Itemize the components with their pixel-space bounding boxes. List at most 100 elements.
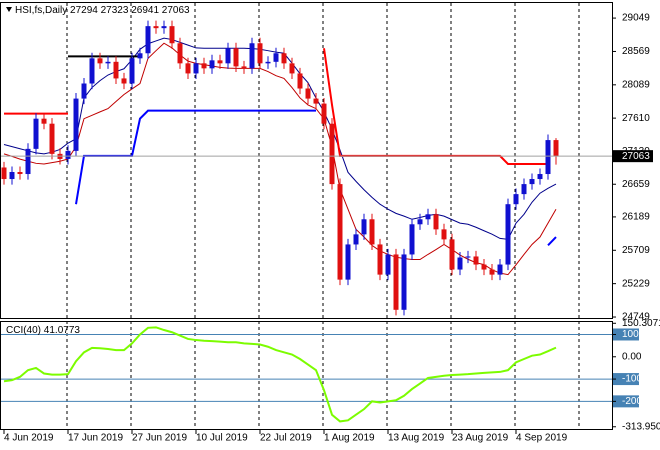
chart-title: HSI,fs,Daily 27294 27323 26941 27063 bbox=[15, 5, 190, 16]
candle-body bbox=[377, 244, 383, 275]
candle-body bbox=[433, 214, 439, 230]
candle-body bbox=[209, 60, 215, 69]
candle-body bbox=[65, 150, 71, 159]
candle-body bbox=[321, 103, 327, 124]
y-tick-label: 26189 bbox=[622, 212, 650, 223]
candle-body bbox=[89, 58, 95, 84]
candle-body bbox=[33, 118, 39, 149]
last-price-label: 27063 bbox=[622, 151, 650, 162]
candle-body bbox=[49, 123, 55, 154]
candle-body bbox=[393, 254, 399, 310]
candle-body bbox=[297, 73, 303, 89]
x-tick-label: 10 Jul 2019 bbox=[196, 433, 248, 444]
y-tick-label: -100 bbox=[622, 374, 642, 385]
candle-body bbox=[409, 224, 415, 255]
candle-body bbox=[361, 219, 367, 235]
candle-body bbox=[201, 63, 207, 69]
overlay-line bbox=[3, 37, 557, 240]
candle-body bbox=[81, 83, 87, 99]
title-part: 27063 bbox=[162, 5, 190, 16]
candle-body bbox=[193, 63, 199, 74]
y-tick-label: 150.3071 bbox=[622, 318, 660, 329]
y-tick-label: 25229 bbox=[622, 278, 650, 289]
cci-name: CCI(40) bbox=[6, 325, 41, 336]
candle-body bbox=[425, 214, 431, 220]
candle-body bbox=[401, 254, 407, 310]
cci-frame bbox=[0, 321, 613, 430]
last-price-tag bbox=[613, 150, 653, 163]
candle-body bbox=[113, 61, 119, 79]
x-tick-label: 22 Jul 2019 bbox=[260, 433, 312, 444]
y-tick-label: 25709 bbox=[622, 245, 650, 256]
y-tick-label: -313.950 bbox=[622, 421, 660, 432]
candle-body bbox=[473, 256, 479, 265]
x-tick-label: 27 Jun 2019 bbox=[132, 433, 187, 444]
y-tick-label: 26659 bbox=[622, 179, 650, 190]
candle-body bbox=[41, 118, 47, 124]
candle-body bbox=[305, 88, 311, 99]
x-tick-label: 13 Aug 2019 bbox=[388, 433, 445, 444]
y-tick-label: 28569 bbox=[622, 46, 650, 57]
candle-body bbox=[121, 78, 127, 84]
candle-body bbox=[25, 148, 31, 175]
x-tick-label: 4 Jun 2019 bbox=[4, 433, 54, 444]
candle-body bbox=[177, 43, 183, 64]
candle-body bbox=[17, 172, 23, 175]
candle-body bbox=[353, 234, 359, 245]
candle-body bbox=[153, 26, 159, 29]
candle-body bbox=[129, 58, 135, 84]
candle-body bbox=[233, 48, 239, 67]
candle-body bbox=[369, 219, 375, 245]
candle-body bbox=[481, 264, 487, 270]
candle-body bbox=[217, 60, 223, 64]
candle-body bbox=[73, 98, 79, 151]
candle-body bbox=[513, 194, 519, 205]
candle-body bbox=[161, 26, 167, 29]
main-frame bbox=[0, 2, 613, 319]
cci-value: 41.0773 bbox=[44, 325, 81, 336]
candle-body bbox=[1, 167, 7, 180]
title-part: 26941 bbox=[131, 5, 159, 16]
candle-body bbox=[97, 58, 103, 64]
candle-body bbox=[521, 184, 527, 195]
y-tick-label: -200 bbox=[622, 396, 642, 407]
x-tick-label: 1 Aug 2019 bbox=[324, 433, 375, 444]
candle-body bbox=[9, 172, 15, 180]
candle-body bbox=[329, 123, 335, 185]
x-tick-label: 4 Sep 2019 bbox=[516, 433, 568, 444]
candle-body bbox=[105, 61, 111, 64]
candle-body bbox=[537, 174, 543, 180]
x-tick-label: 17 Jun 2019 bbox=[68, 433, 123, 444]
candle-body bbox=[345, 244, 351, 280]
title-part: HSI,fs,Daily bbox=[15, 5, 67, 16]
candle-body bbox=[241, 66, 247, 69]
candle-body bbox=[441, 229, 447, 240]
candle-body bbox=[265, 61, 271, 64]
candle-body bbox=[553, 140, 559, 157]
x-tick-label: 23 Aug 2019 bbox=[452, 433, 509, 444]
level-tag bbox=[613, 328, 639, 341]
candle-body bbox=[529, 179, 535, 185]
y-tick-label: 24749 bbox=[622, 312, 650, 323]
menu-arrow bbox=[6, 7, 12, 12]
candle-body bbox=[449, 239, 455, 270]
candle-body bbox=[257, 43, 263, 64]
cci-title: CCI(40) 41.0773 bbox=[6, 325, 80, 336]
title-part: 27294 bbox=[70, 5, 98, 16]
candle-body bbox=[145, 26, 151, 54]
y-tick-label: 100 bbox=[622, 329, 639, 340]
y-tick-label: 28089 bbox=[622, 79, 650, 90]
candle-body bbox=[465, 256, 471, 258]
level-tag bbox=[613, 373, 639, 386]
candle-body bbox=[313, 98, 319, 104]
cci-line bbox=[3, 326, 557, 423]
candle-body bbox=[489, 269, 495, 275]
candle-body bbox=[289, 63, 295, 74]
candle-body bbox=[249, 43, 255, 69]
overlay-line bbox=[3, 42, 557, 276]
candle-body bbox=[497, 264, 503, 275]
candle-body bbox=[505, 204, 511, 265]
y-tick-label: 27610 bbox=[622, 113, 650, 124]
